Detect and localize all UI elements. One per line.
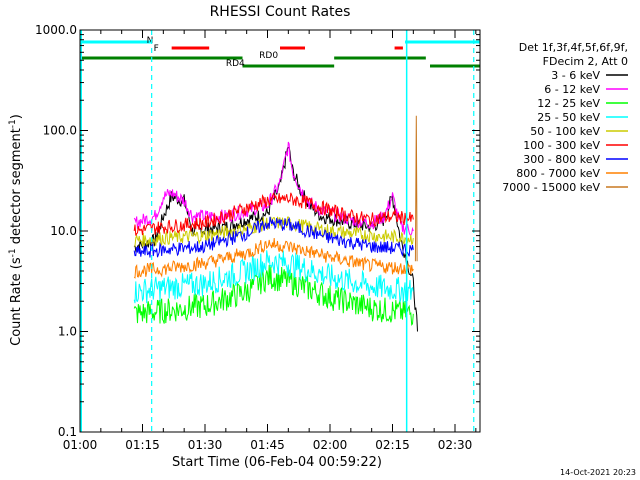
x-tick-label: 01:30 <box>188 438 223 452</box>
x-axis-label: Start Time (06-Feb-04 00:59:22) <box>172 455 382 470</box>
series-line <box>414 115 418 262</box>
y-tick-label: 0.1 <box>58 425 77 439</box>
y-axis-label: Count Rate (s-1 detector segment-1) <box>8 114 24 346</box>
data-series <box>133 115 418 332</box>
series-line <box>133 264 414 326</box>
chart-title: RHESSI Count Rates <box>210 4 351 20</box>
y-axis-label-main: Count Rate (s <box>9 257 24 346</box>
series-line <box>133 192 414 236</box>
x-tick-label: 01:00 <box>63 438 98 452</box>
series-line <box>133 237 414 279</box>
x-tick-label: 02:00 <box>313 438 348 452</box>
series-line <box>133 250 414 304</box>
legend-entry-label: 100 - 300 keV <box>523 139 600 152</box>
y-axis-label-end: ) <box>9 114 24 119</box>
axes: 0.1 1.0 10.0 100.0 1000.0 01:00 01:15 01:30 01:4… <box>35 23 480 452</box>
series-line <box>133 216 414 258</box>
legend-entry-label: 800 - 7000 keV <box>516 167 600 180</box>
plot-frame <box>79 29 481 433</box>
legend-entry-label: 300 - 800 keV <box>523 153 600 166</box>
legend-entry-label: 3 - 6 keV <box>551 69 600 82</box>
flag-label-rd4: RD4 <box>226 59 245 69</box>
flag-label-rd0: RD0 <box>259 51 278 61</box>
legend-entry-label: 50 - 100 keV <box>530 125 600 138</box>
legend: Det 1f,3f,4f,5f,6f,9f,FDecim 2, Att 03 -… <box>502 41 628 194</box>
flag-label-f: F <box>154 44 159 54</box>
time-markers <box>80 30 475 432</box>
y-axis-label-sup1: -1 <box>8 248 18 257</box>
x-tick-label: 02:30 <box>438 438 473 452</box>
legend-entry-label: 25 - 50 keV <box>537 111 600 124</box>
x-tick-label: 02:15 <box>375 438 410 452</box>
legend-entry-label: 12 - 25 keV <box>537 97 600 110</box>
y-tick-label: 1.0 <box>58 325 77 339</box>
flag-label-n: N <box>147 36 154 46</box>
series-line <box>133 141 414 236</box>
legend-entry-label: 6 - 12 keV <box>544 83 600 96</box>
footer-timestamp: 14-Oct-2021 20:23 <box>560 468 636 477</box>
y-tick-label: 1000.0 <box>35 23 77 37</box>
x-tick-label: 01:45 <box>250 438 285 452</box>
x-tick-label: 01:15 <box>125 438 160 452</box>
legend-entry-label: 7000 - 15000 keV <box>502 181 600 194</box>
legend-header: Det 1f,3f,4f,5f,6f,9f, <box>519 41 628 54</box>
y-tick-label: 100.0 <box>43 124 77 138</box>
flag-bars: NF RD0 RD4 <box>80 36 480 69</box>
y-axis-label-mid: detector segment <box>9 128 24 248</box>
y-axis-label-sup2: -1 <box>8 119 18 128</box>
y-tick-label: 10.0 <box>50 224 77 238</box>
series-line <box>133 216 414 247</box>
legend-header: FDecim 2, Att 0 <box>543 55 628 68</box>
